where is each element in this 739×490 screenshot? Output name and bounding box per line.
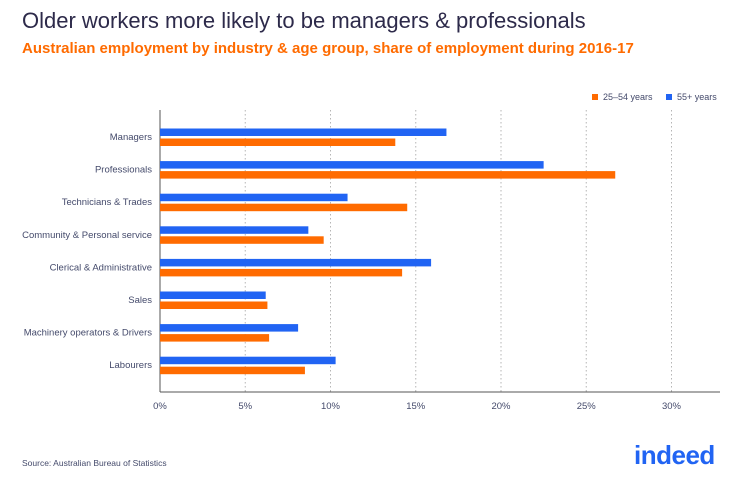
legend-swatch-25-54	[592, 94, 598, 100]
bar-25-54-3	[160, 236, 324, 244]
bar-25-54-6	[160, 334, 270, 342]
bar-55-plus-0	[160, 128, 447, 136]
category-label: Managers	[110, 132, 152, 143]
bar-25-54-0	[160, 138, 396, 146]
category-label: Machinery operators & Drivers	[24, 328, 153, 339]
x-tick-label: 0%	[153, 401, 167, 412]
bar-25-54-5	[160, 301, 268, 309]
x-tick-label: 5%	[238, 401, 252, 412]
bar-25-54-4	[160, 268, 403, 277]
category-label: Professionals	[95, 165, 152, 176]
bar-55-plus-6	[160, 324, 299, 332]
bar-25-54-2	[160, 203, 408, 212]
logo-text: indeed	[634, 440, 715, 470]
bar-55-plus-4	[160, 258, 432, 267]
bar-55-plus-3	[160, 226, 309, 234]
chart-subtitle: Australian employment by industry & age …	[22, 40, 634, 57]
legend-label-25-54: 25–54 years	[603, 92, 653, 102]
legend-swatch-55-plus	[666, 94, 672, 100]
bar-55-plus-2	[160, 193, 348, 202]
x-tick-label: 30%	[662, 401, 682, 412]
category-label: Labourers	[109, 360, 152, 371]
bar-55-plus-7	[160, 356, 336, 365]
x-tick-label: 15%	[406, 401, 426, 412]
category-label: Technicians & Trades	[62, 197, 153, 208]
bar-25-54-7	[160, 366, 305, 375]
bar-chart: 0% 5% 10% 15% 20% 25% 30% Managers Professionals…	[22, 92, 720, 412]
category-label: Clerical & Administrative	[50, 262, 152, 273]
chart-title: Older workers more likely to be managers…	[22, 8, 586, 33]
bar-25-54-1	[160, 171, 616, 179]
legend-label-55-plus: 55+ years	[677, 92, 717, 102]
source-note: Source: Australian Bureau of Statistics	[22, 458, 167, 468]
category-label: Community & Personal service	[22, 230, 152, 241]
bar-55-plus-5	[160, 291, 266, 299]
x-tick-label: 20%	[491, 401, 511, 412]
x-tick-label: 25%	[577, 401, 597, 412]
indeed-logo: indeed	[634, 440, 715, 471]
bar-55-plus-1	[160, 161, 544, 169]
category-label: Sales	[128, 295, 152, 306]
x-tick-label: 10%	[321, 401, 341, 412]
